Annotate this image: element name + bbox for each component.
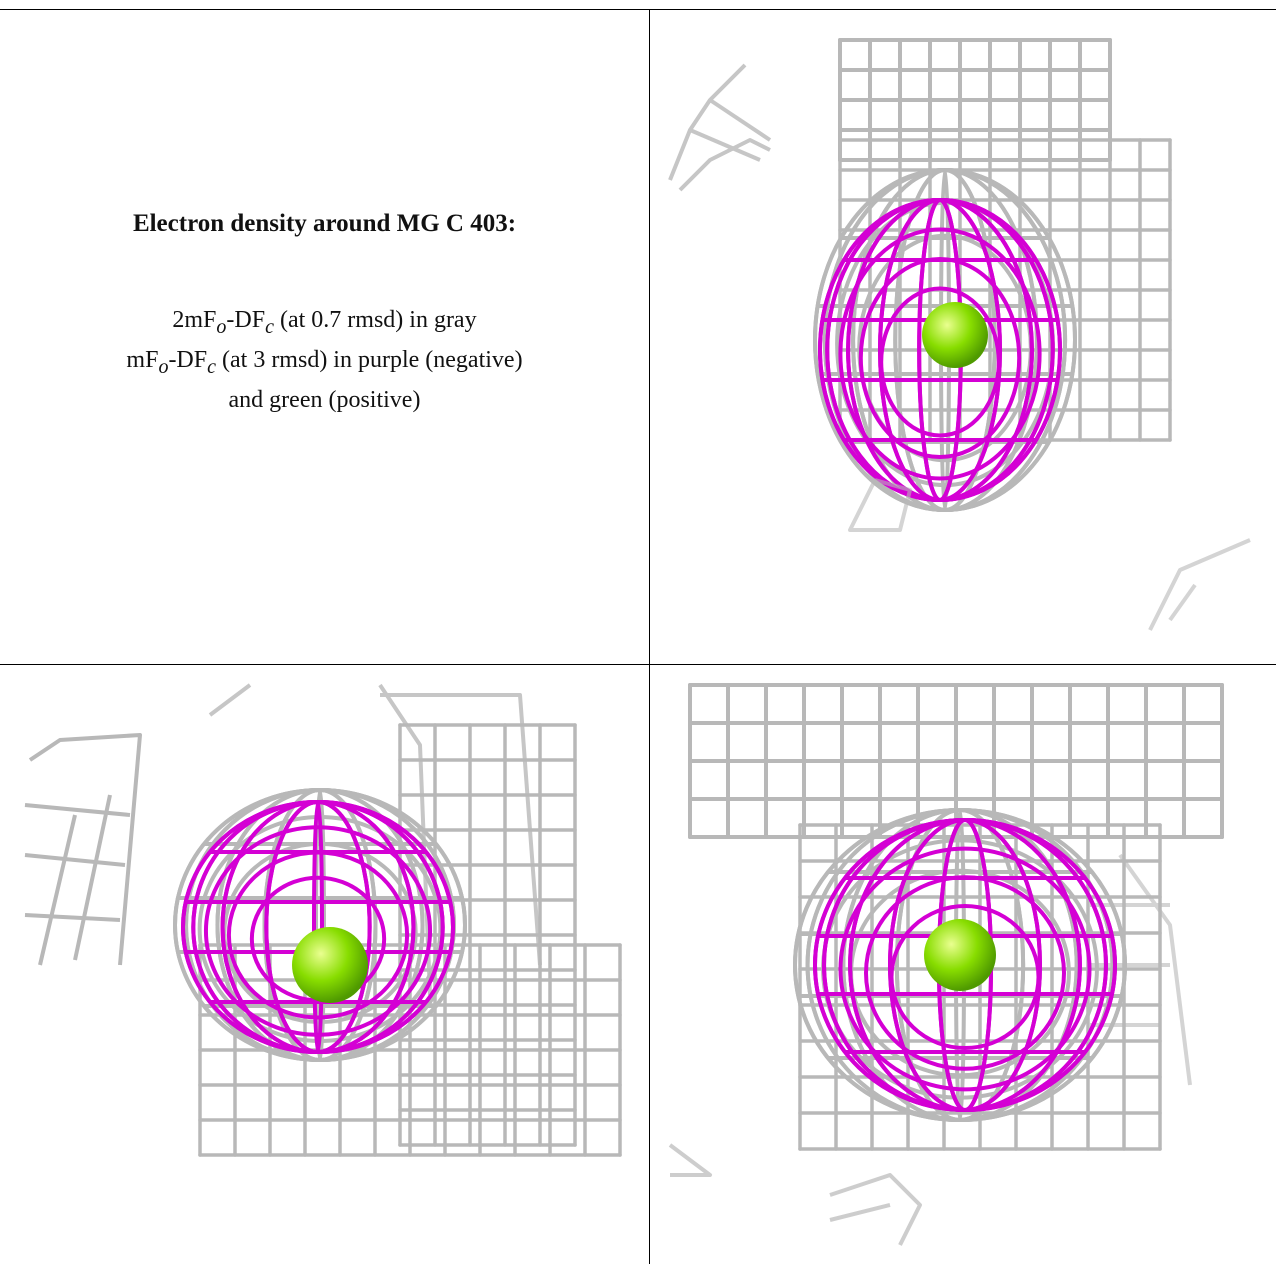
caption-sub: c [265,315,274,338]
density-map-3 [668,683,1224,1246]
caption-cell: Electron density around MG C 403: 2mFo-D… [0,10,649,664]
mesh-2fofc-top [838,38,1112,162]
mg-atom-sphere [292,927,368,1003]
density-view-3 [650,665,1276,1264]
table-middle-rule [0,664,1276,665]
caption-text: (at 0.7 rmsd) in gray [273,307,477,333]
caption-line-fofc: mFo-DFc (at 3 rmsd) in purple (negative) [126,344,522,384]
table-center-rule [649,9,650,1264]
mesh-2fofc-top [688,683,1224,839]
mesh-2fofc-fragment-left [668,63,772,192]
caption-title: Electron density around MG C 403: [132,210,517,237]
caption-text: mF [126,346,159,373]
table-top-rule [0,9,1276,10]
caption-sub: o [158,355,169,378]
caption-text: (at 3 rmsd) in purple (negative) [216,346,523,373]
caption-text: -DF [168,346,208,373]
caption-line-2fofc: 2mFo-DFc (at 0.7 rmsd) in gray [126,304,522,344]
density-map-1 [668,38,1251,631]
mesh-2fofc-fragment [668,1143,922,1246]
caption-legend: 2mFo-DFc (at 0.7 rmsd) in gray mFo-DFc (… [126,304,522,417]
caption-sub: c [207,355,216,378]
mesh-fofc-negative [813,818,1117,1112]
density-view-2 [0,665,649,1264]
mg-atom-sphere [924,919,996,991]
mesh-2fofc-right [398,723,577,1147]
density-map-2 [24,683,622,1157]
mesh-2fofc-fragment-left [24,733,142,966]
caption-line-positive: and green (positive) [228,386,421,413]
caption-sub: o [216,315,227,338]
density-view-1 [650,10,1276,664]
caption-text: 2mF [172,307,217,333]
mesh-2fofc-fragment [848,478,1251,631]
caption-text: -DF [226,307,266,333]
mg-atom-sphere [922,302,988,368]
